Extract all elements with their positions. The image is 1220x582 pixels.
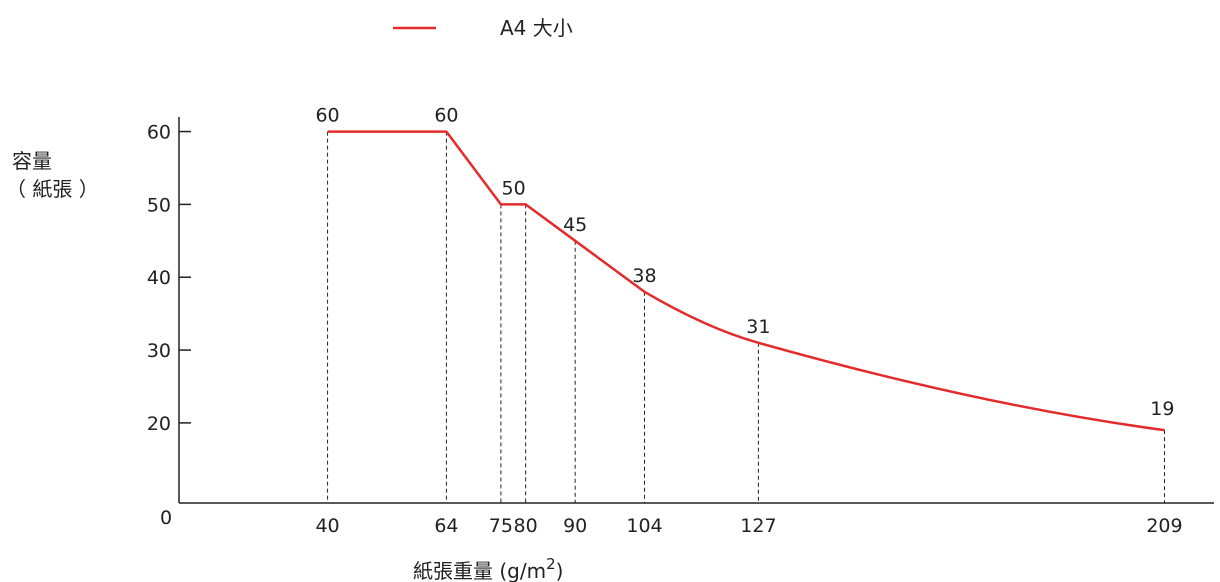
y-axis-label-unit: （ 紙張 ） bbox=[6, 177, 99, 201]
data-label: 60 bbox=[315, 105, 339, 127]
y-tick-label: 20 bbox=[147, 413, 171, 435]
drop-lines bbox=[327, 131, 1165, 503]
x-axis-label-main: 紙張重量 (g/m bbox=[413, 559, 546, 582]
x-tick-label: 40 bbox=[315, 515, 339, 537]
y-tick-label: 60 bbox=[147, 122, 171, 144]
x-tick-label: 127 bbox=[740, 515, 776, 537]
origin-label: 0 bbox=[160, 507, 172, 529]
y-axis-label: 容量 bbox=[12, 149, 52, 173]
legend-label: A4 大小 bbox=[500, 16, 573, 40]
y-tick-label: 50 bbox=[147, 194, 171, 216]
series-group bbox=[327, 130, 1165, 432]
data-label: 31 bbox=[746, 316, 770, 338]
x-tick-label: 80 bbox=[514, 515, 538, 537]
x-tick-label: 64 bbox=[434, 515, 458, 537]
x-tick-label: 209 bbox=[1146, 515, 1182, 537]
x-tick-label: 104 bbox=[626, 515, 662, 537]
x-tick-label: 75 bbox=[489, 515, 513, 537]
series-line bbox=[327, 130, 1165, 432]
x-tick-label: 90 bbox=[563, 515, 587, 537]
data-label: 19 bbox=[1150, 398, 1174, 420]
x-axis-label-superscript: 2 bbox=[546, 555, 556, 573]
data-labels: 60 60 50 45 38 31 19 bbox=[315, 105, 1174, 421]
y-ticks: 20 30 40 50 60 bbox=[147, 122, 191, 435]
legend: A4 大小 bbox=[393, 16, 573, 40]
y-tick-label: 30 bbox=[147, 340, 171, 362]
data-label: 60 bbox=[434, 105, 458, 127]
data-label: 38 bbox=[632, 265, 656, 287]
x-axis-label: 紙張重量 (g/m2) bbox=[413, 555, 563, 582]
x-ticks: 40 64 75 80 90 104 127 209 bbox=[315, 515, 1182, 537]
data-label: 45 bbox=[563, 214, 587, 236]
y-tick-label: 40 bbox=[147, 267, 171, 289]
data-label: 50 bbox=[502, 177, 526, 199]
x-axis-label-close: ) bbox=[556, 559, 564, 582]
